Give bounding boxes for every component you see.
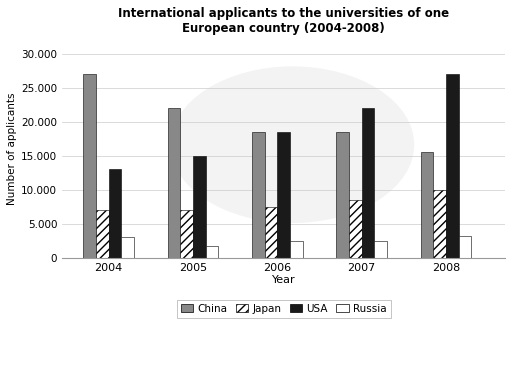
Bar: [252, 132, 265, 258]
Bar: [205, 246, 218, 258]
Legend: China, Japan, USA, Russia: China, Japan, USA, Russia: [177, 300, 391, 318]
Bar: [361, 108, 374, 258]
Bar: [265, 207, 278, 258]
Bar: [83, 74, 96, 258]
Bar: [421, 152, 433, 258]
Title: International applicants to the universities of one
European country (2004-2008): International applicants to the universi…: [118, 7, 449, 35]
Bar: [109, 170, 121, 258]
Bar: [459, 236, 472, 258]
Bar: [167, 108, 180, 258]
Bar: [336, 132, 349, 258]
Y-axis label: Number of applicants: Number of applicants: [7, 93, 17, 205]
Bar: [96, 210, 109, 258]
Bar: [433, 190, 446, 258]
Bar: [290, 241, 303, 258]
Bar: [349, 200, 361, 258]
Bar: [193, 156, 205, 258]
Bar: [121, 237, 134, 258]
Ellipse shape: [170, 66, 414, 223]
X-axis label: Year: Year: [272, 275, 295, 286]
Bar: [446, 74, 459, 258]
Bar: [374, 241, 387, 258]
Bar: [278, 132, 290, 258]
Bar: [180, 210, 193, 258]
